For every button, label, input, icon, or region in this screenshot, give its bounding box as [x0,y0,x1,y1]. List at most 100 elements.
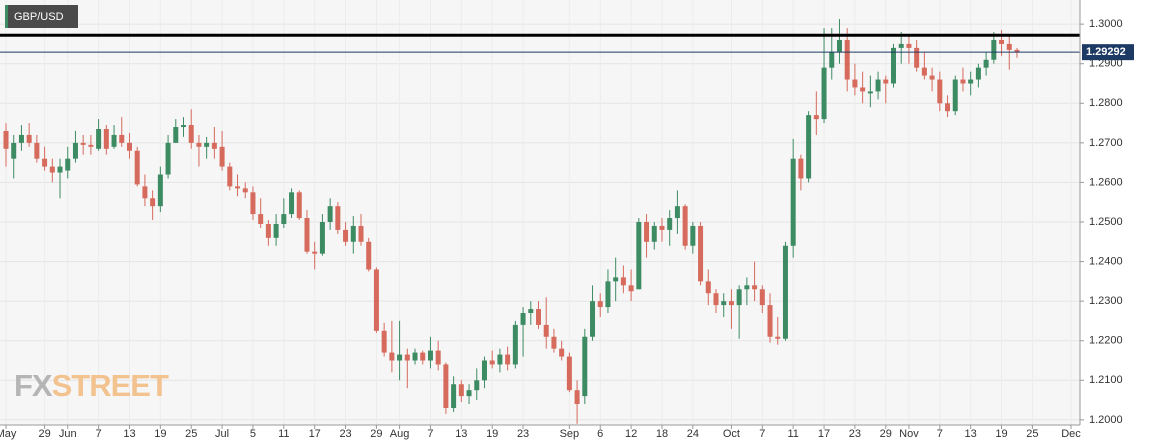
candle-body [752,285,758,290]
candle-body [196,142,202,147]
candle-body [134,150,140,185]
candle-body [3,130,9,149]
candle-body [767,305,773,337]
chart-title: GBP/USD [14,11,64,23]
x-tick-label: 29 [38,428,50,440]
candle-body [867,91,873,94]
candle-body [389,352,395,361]
title-accent [5,5,8,28]
candle-body [188,125,194,143]
candle-body [836,39,842,52]
candle-body [443,364,449,408]
candle-body [644,221,650,242]
candle-body [49,166,55,173]
x-tick-label: 19 [486,428,498,440]
candle-body [574,390,580,405]
candle-body [520,313,526,325]
candle-body [88,144,94,147]
candle-body [72,142,78,159]
candle-body [211,142,217,149]
x-tick-label: 29 [370,428,382,440]
candle-body [173,127,179,143]
x-tick-label: 13 [455,428,467,440]
candle-body [343,229,349,242]
x-tick-label: 13 [965,428,977,440]
x-tick-label: 7 [427,428,433,440]
candle-body [759,289,765,306]
candle-body [690,225,696,246]
candle-body [929,75,935,80]
candle-body [451,384,457,408]
x-tick-label: Aug [390,428,410,440]
x-tick-label: 13 [123,428,135,440]
candle-body [250,192,256,215]
candle-body [204,142,210,147]
candle-body [319,221,325,254]
candle-body [512,324,518,365]
candle-body [590,301,596,337]
candle-body [991,39,997,60]
candle-body [674,206,680,219]
y-tick-label: 1.2900 [1089,58,1123,70]
candle-body [744,285,750,290]
candle-body [821,67,827,120]
candle-body [373,269,379,331]
candle-body [983,59,989,68]
x-tick-label: 5 [250,428,256,440]
watermark-street: STREET [52,368,169,403]
x-tick-label: 25 [185,428,197,440]
candle-body [999,39,1005,44]
candle-body [790,158,796,246]
plot-background [0,0,1080,425]
candle-body [18,134,24,143]
x-tick-label: Sep [560,428,580,440]
candle-body [798,158,804,179]
candle-body [366,241,372,270]
candle-body [165,142,171,175]
candle-body [543,324,549,337]
x-tick-label: Oct [723,428,740,440]
x-tick-label: Dec [1061,428,1081,440]
candle-body [620,277,626,286]
x-tick-label: 11 [278,428,289,440]
candle-body [782,245,788,339]
candle-body [289,192,295,215]
candle-body [427,350,433,361]
y-tick-label: 1.2500 [1089,216,1123,228]
y-tick-label: 1.2100 [1089,374,1123,386]
candle-body [227,166,233,187]
candle-body [713,293,719,306]
candle-body [736,289,742,306]
candle-body [358,225,364,242]
candle-body [698,225,704,282]
x-tick-label: 25 [1026,428,1038,440]
candle-body [528,309,534,314]
candle-body [860,87,866,92]
x-tick-label: 23 [849,428,861,440]
candle-body [852,79,858,88]
candle-body [412,352,418,361]
y-tick-label: 1.2300 [1089,295,1123,307]
candle-body [651,225,657,242]
x-tick-label: Jul [215,428,229,440]
candle-body [1006,43,1012,50]
candle-body [960,79,966,84]
candle-body [721,301,727,306]
candle-body [667,218,673,230]
y-tick-label: 1.2200 [1089,335,1123,347]
candle-body [397,354,403,361]
x-tick-label: May [0,428,17,440]
x-tick-label: 19 [154,428,166,440]
candle-body [891,47,896,84]
x-tick-label: Nov [899,428,919,440]
candle-body [898,43,904,48]
y-tick-label: 1.2000 [1089,414,1123,426]
candle-body [80,142,86,145]
candle-body [551,336,557,349]
candle-body [952,79,958,112]
candle-body [813,115,819,120]
candle-body [489,360,495,365]
candle-body [242,188,248,193]
candle-body [481,360,487,381]
x-tick-label: 29 [880,428,892,440]
